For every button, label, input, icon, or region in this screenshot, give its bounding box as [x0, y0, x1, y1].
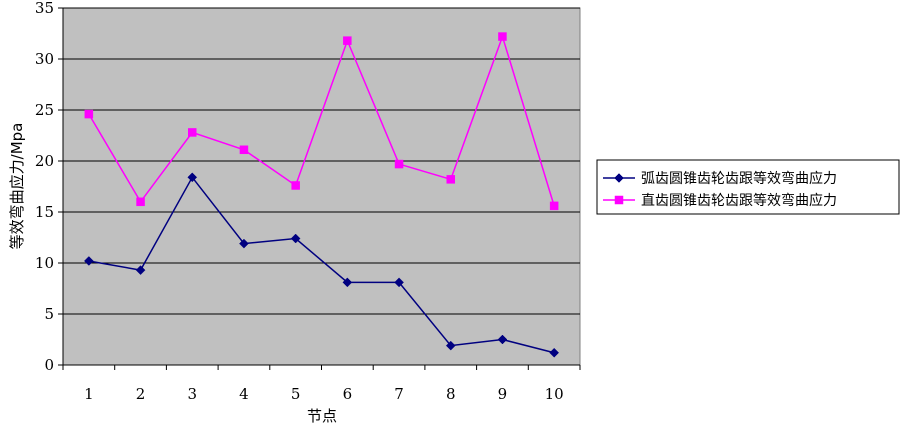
plot-area	[62, 7, 581, 366]
x-tick-label: 6	[343, 385, 353, 403]
data-point	[549, 201, 559, 211]
legend-marker	[614, 173, 624, 183]
legend-marker	[614, 195, 624, 205]
data-point	[239, 145, 249, 155]
legend-item: 弧齿圆锥齿轮齿跟等效弯曲应力	[603, 170, 837, 187]
data-point	[187, 172, 198, 183]
series-line	[88, 175, 555, 354]
x-tick-label: 8	[446, 385, 456, 403]
legend-item: 直齿圆锥齿轮齿跟等效弯曲应力	[603, 192, 837, 209]
x-tick-label: 2	[136, 385, 146, 403]
data-point	[446, 175, 455, 184]
y-axis-ticks: 0 5 10 15 20 25 30 35	[35, 0, 63, 374]
data-point	[291, 181, 300, 190]
x-tick-label: 7	[394, 385, 404, 403]
data-point	[342, 277, 353, 288]
y-tick-label: 5	[44, 305, 54, 323]
gridlines	[63, 7, 580, 315]
x-tick-label: 4	[239, 385, 249, 403]
legend-box	[596, 159, 900, 215]
y-tick-label: 30	[35, 50, 54, 68]
legend-label: 直齿圆锥齿轮齿跟等效弯曲应力	[641, 192, 837, 209]
data-point	[136, 197, 145, 207]
data-point	[188, 128, 197, 137]
data-point	[498, 32, 507, 41]
y-tick-label: 20	[35, 152, 54, 170]
x-tick-label: 9	[498, 385, 508, 403]
data-point	[394, 277, 404, 288]
data-point	[549, 347, 560, 358]
series-2	[84, 32, 559, 211]
legend-label: 弧齿圆锥齿轮齿跟等效弯曲应力	[641, 170, 837, 187]
y-axis-title: 等效弯曲应力/Mpa	[8, 123, 26, 250]
data-point	[394, 159, 404, 169]
y-tick-label: 35	[35, 0, 54, 17]
data-point	[445, 340, 456, 351]
x-axis-ticks: 1 2 3 4 5 6 7 8 9 10	[62, 365, 581, 403]
y-tick-label: 10	[35, 254, 54, 272]
data-point	[497, 334, 508, 345]
x-tick-label: 10	[545, 385, 564, 403]
data-point	[343, 36, 352, 45]
data-point	[84, 109, 94, 119]
x-tick-label: 5	[291, 385, 301, 403]
y-tick-label: 0	[44, 356, 54, 374]
x-tick-label: 3	[187, 385, 197, 403]
data-point	[239, 238, 249, 249]
series-1	[83, 172, 560, 358]
data-point	[83, 256, 94, 266]
data-point	[135, 265, 146, 275]
y-tick-label: 25	[35, 101, 54, 119]
series-layer	[83, 32, 560, 358]
x-tick-label: 1	[84, 385, 94, 403]
y-tick-label: 15	[35, 203, 54, 221]
series-line	[88, 34, 555, 207]
x-axis-title: 节点	[307, 407, 337, 425]
data-point	[290, 233, 301, 244]
